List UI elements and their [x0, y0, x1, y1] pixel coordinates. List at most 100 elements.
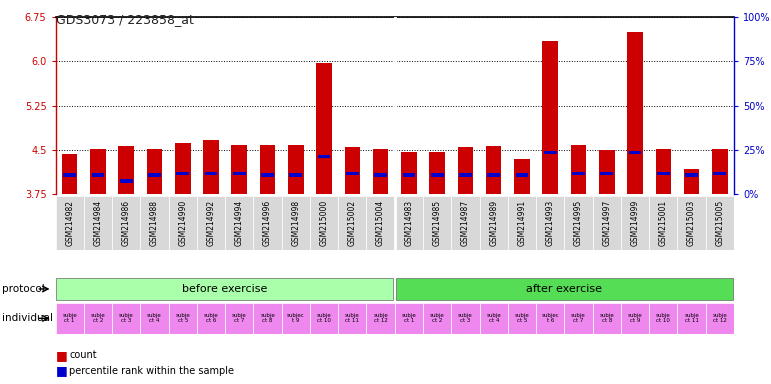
Bar: [705, 196, 734, 250]
Text: GSM214982: GSM214982: [65, 200, 74, 246]
Bar: [254, 303, 281, 334]
Bar: [140, 196, 169, 250]
Bar: [56, 196, 84, 250]
Bar: [119, 146, 134, 194]
Bar: [536, 196, 564, 250]
Text: GSM214993: GSM214993: [546, 200, 555, 247]
Text: subje
ct 7: subje ct 7: [571, 313, 586, 323]
Bar: [451, 303, 480, 334]
Bar: [261, 174, 274, 177]
Bar: [401, 152, 416, 194]
Bar: [338, 303, 366, 334]
Bar: [373, 149, 389, 194]
Bar: [655, 149, 671, 194]
Text: before exercise: before exercise: [183, 284, 268, 294]
Text: subjec
t 9: subjec t 9: [287, 313, 305, 323]
Bar: [423, 196, 451, 250]
Text: after exercise: after exercise: [527, 284, 602, 294]
Text: GSM214985: GSM214985: [433, 200, 442, 246]
Text: subjec
t 6: subjec t 6: [541, 313, 559, 323]
Text: GSM214998: GSM214998: [291, 200, 301, 246]
Bar: [92, 174, 104, 177]
Bar: [544, 151, 557, 154]
Text: GSM214995: GSM214995: [574, 200, 583, 247]
Bar: [197, 196, 225, 250]
Text: count: count: [69, 350, 97, 360]
Bar: [289, 174, 302, 177]
Bar: [712, 149, 728, 194]
Bar: [310, 303, 338, 334]
Bar: [366, 196, 395, 250]
Text: subje
ct 3: subje ct 3: [458, 313, 473, 323]
Text: GSM214984: GSM214984: [93, 200, 103, 246]
Text: GSM215003: GSM215003: [687, 200, 696, 247]
Bar: [516, 174, 528, 177]
Bar: [231, 145, 247, 194]
Bar: [621, 196, 649, 250]
Text: subje
ct 12: subje ct 12: [373, 313, 388, 323]
Bar: [459, 174, 472, 177]
Text: GSM214986: GSM214986: [122, 200, 131, 246]
Bar: [396, 278, 732, 300]
Bar: [56, 303, 84, 334]
Text: GSM214991: GSM214991: [517, 200, 527, 246]
Bar: [175, 143, 190, 194]
Text: subje
ct 9: subje ct 9: [628, 313, 642, 323]
Bar: [84, 196, 112, 250]
Text: protocol: protocol: [2, 284, 45, 294]
Bar: [451, 196, 480, 250]
Text: GSM215001: GSM215001: [658, 200, 668, 246]
Text: ■: ■: [56, 349, 67, 362]
Bar: [486, 146, 501, 194]
Bar: [572, 172, 585, 175]
Bar: [685, 174, 698, 177]
Bar: [56, 278, 393, 300]
Bar: [254, 196, 281, 250]
Text: subje
ct 10: subje ct 10: [656, 313, 671, 323]
Bar: [177, 172, 189, 175]
Bar: [564, 303, 593, 334]
Bar: [146, 149, 162, 194]
Text: GSM214990: GSM214990: [178, 200, 187, 247]
Bar: [458, 147, 473, 194]
Bar: [593, 196, 621, 250]
Bar: [514, 159, 530, 194]
Text: subje
ct 11: subje ct 11: [684, 313, 699, 323]
Text: subje
ct 6: subje ct 6: [204, 313, 218, 323]
Text: subje
ct 11: subje ct 11: [345, 313, 360, 323]
Bar: [678, 303, 705, 334]
Bar: [316, 63, 332, 194]
Bar: [281, 303, 310, 334]
Text: GSM214999: GSM214999: [631, 200, 640, 247]
Bar: [62, 154, 77, 194]
Bar: [225, 303, 254, 334]
Bar: [148, 174, 161, 177]
Bar: [508, 196, 536, 250]
Text: GSM214992: GSM214992: [207, 200, 216, 246]
Text: subje
ct 8: subje ct 8: [599, 313, 614, 323]
Bar: [705, 303, 734, 334]
Bar: [120, 179, 133, 182]
Bar: [713, 172, 726, 175]
Text: subje
ct 5: subje ct 5: [514, 313, 530, 323]
Bar: [649, 303, 678, 334]
Bar: [431, 174, 443, 177]
Bar: [366, 303, 395, 334]
Bar: [423, 303, 451, 334]
Bar: [395, 196, 423, 250]
Text: subje
ct 2: subje ct 2: [90, 313, 106, 323]
Bar: [628, 151, 641, 154]
Text: GSM214996: GSM214996: [263, 200, 272, 247]
Bar: [84, 303, 112, 334]
Text: GSM214994: GSM214994: [234, 200, 244, 247]
Bar: [318, 155, 331, 159]
Bar: [310, 196, 338, 250]
Bar: [140, 303, 169, 334]
Bar: [225, 196, 254, 250]
Text: GSM215005: GSM215005: [715, 200, 725, 247]
Bar: [678, 196, 705, 250]
Bar: [63, 174, 76, 177]
Text: subje
ct 3: subje ct 3: [119, 313, 133, 323]
Text: GSM215004: GSM215004: [376, 200, 386, 247]
Bar: [112, 303, 140, 334]
